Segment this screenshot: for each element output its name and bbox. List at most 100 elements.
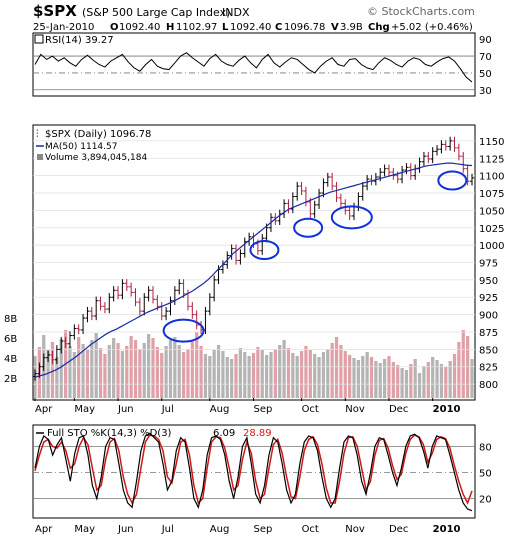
symbol-title: $SPX xyxy=(33,2,77,20)
change-label: Chg xyxy=(368,22,390,33)
volume-bar xyxy=(55,357,59,398)
stoch-k-value: 6.09 xyxy=(213,428,235,439)
volume-bar xyxy=(313,354,317,398)
volume-bar xyxy=(422,366,426,398)
volume-bar xyxy=(216,345,221,398)
volume-bar xyxy=(273,349,277,398)
volume-bar xyxy=(177,345,181,398)
price-tick-label: 1075 xyxy=(479,189,504,200)
stoch-tick-label: 80 xyxy=(479,442,492,453)
volume-bar xyxy=(208,356,212,398)
volume-bar xyxy=(203,354,208,398)
volume-bar xyxy=(461,330,465,398)
change-value: +5.02 (+0.46%) xyxy=(391,22,473,33)
price-x-tick-label: Aug xyxy=(210,404,230,415)
volume-bar xyxy=(68,346,72,398)
volume-bar xyxy=(142,343,146,398)
highlight-circles xyxy=(162,170,468,343)
volume-bar xyxy=(330,343,334,398)
stoch-x-tick-label: Jun xyxy=(117,524,134,535)
rsi-layer xyxy=(33,52,475,91)
volume-bar xyxy=(264,355,269,398)
price-x-tick-label: Oct xyxy=(302,404,319,415)
rsi-tick-label: 30 xyxy=(479,86,492,97)
index-name: (S&P 500 Large Cap Index) xyxy=(82,6,230,19)
volume-bar xyxy=(417,373,422,398)
volume-bar xyxy=(291,353,295,398)
volume-bar xyxy=(146,334,151,398)
volume-bar xyxy=(90,340,94,398)
volume-bar xyxy=(85,349,90,398)
volume-bar xyxy=(234,354,238,398)
price-gridlines xyxy=(33,140,475,385)
volume-bar xyxy=(98,348,103,398)
volume-bar xyxy=(295,356,299,398)
price-tick-label: 975 xyxy=(479,259,498,270)
volume-bar xyxy=(348,355,352,398)
volume-bar xyxy=(120,351,125,398)
price-tick-label: 825 xyxy=(479,363,498,374)
volume-bar xyxy=(225,357,229,398)
highlight-circle xyxy=(162,318,205,343)
stochastic-legend: Full STO %K(14,3) %D(3) 6.09 28.89 xyxy=(36,428,272,439)
volume-bar xyxy=(186,349,190,398)
stoch-x-tick-label: Sep xyxy=(254,524,273,535)
volume-bar xyxy=(452,354,457,398)
close-value: 1096.78 xyxy=(284,22,325,33)
rsi-tick-label: 90 xyxy=(479,35,492,46)
volume-bar xyxy=(103,354,107,398)
price-tick-label: 900 xyxy=(479,311,498,322)
price-legend-symbol-icon: ⫶ xyxy=(36,129,39,140)
volume-tick-label: 6B xyxy=(4,334,17,345)
highlight-circle xyxy=(249,239,280,260)
volume-bar xyxy=(243,352,247,398)
rsi-tick-label: 70 xyxy=(479,52,492,63)
volume-bar xyxy=(396,365,400,398)
price-x-tick-label: May xyxy=(74,404,95,415)
stoch-k-line xyxy=(34,432,473,512)
volume-bar xyxy=(151,338,155,398)
high-value: 1102.97 xyxy=(176,22,217,33)
watermark: © StockCharts.com xyxy=(367,5,475,18)
volume-bar xyxy=(238,348,243,398)
rsi-tick-label: 50 xyxy=(479,69,492,80)
volume-bar xyxy=(400,368,404,398)
price-tick-label: 950 xyxy=(479,276,498,287)
price-x-tick-label: Apr xyxy=(35,404,53,415)
volume-bar xyxy=(326,349,330,398)
volume-bar xyxy=(352,358,356,398)
volume-bar xyxy=(382,359,387,398)
price-tick-label: 1050 xyxy=(479,206,504,217)
price-tick-label: 925 xyxy=(479,293,498,304)
volume-bar xyxy=(230,359,234,398)
rsi-legend: RSI(14) 39.27 xyxy=(45,35,114,46)
volume-bar xyxy=(221,351,225,398)
volume-bar xyxy=(173,337,177,398)
volume-bar xyxy=(435,360,439,398)
volume-bar xyxy=(50,342,55,398)
volume-bar xyxy=(260,350,264,398)
highlight-circle xyxy=(330,205,373,230)
price-legend: ⫶ $SPX (Daily) 1096.78 MA(50) 1114.57 Vo… xyxy=(36,129,151,163)
volume-tick-label: 8B xyxy=(4,314,17,325)
volume-tick-label: 2B xyxy=(4,374,17,385)
volume-bar xyxy=(343,351,347,398)
stoch-x-tick-label: May xyxy=(74,524,95,535)
volume-bar xyxy=(365,352,369,398)
volume-bar xyxy=(282,340,286,398)
low-label: L xyxy=(222,22,229,33)
volume-bar xyxy=(387,356,391,398)
highlight-circle xyxy=(293,217,324,238)
volume-bar xyxy=(199,346,203,398)
volume-bar xyxy=(413,359,417,398)
volume-bar xyxy=(304,346,308,398)
volume-bar xyxy=(256,347,260,398)
volume-label: V xyxy=(331,22,339,33)
quote-date: 25-Jan-2010 xyxy=(33,22,94,33)
price-x-tick-label: Jul xyxy=(161,404,174,415)
volume-bar xyxy=(457,342,461,398)
volume-bar xyxy=(133,340,138,398)
highlight-circle xyxy=(437,170,468,191)
volume-bar xyxy=(448,361,452,398)
